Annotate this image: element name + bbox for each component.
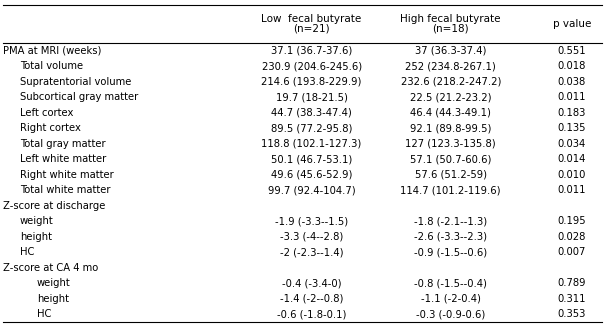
Text: -1.1 (-2-0.4): -1.1 (-2-0.4)	[421, 294, 480, 304]
Text: 99.7 (92.4-104.7): 99.7 (92.4-104.7)	[268, 185, 355, 195]
Text: Z-score at discharge: Z-score at discharge	[3, 201, 105, 211]
Text: Subcortical gray matter: Subcortical gray matter	[20, 92, 138, 102]
Text: -1.8 (-2.1--1.3): -1.8 (-2.1--1.3)	[414, 216, 487, 226]
Text: (n=18): (n=18)	[433, 24, 469, 34]
Text: 0.195: 0.195	[557, 216, 586, 226]
Text: 0.028: 0.028	[558, 232, 586, 242]
Text: p value: p value	[552, 19, 591, 29]
Text: 49.6 (45.6-52.9): 49.6 (45.6-52.9)	[271, 170, 352, 180]
Text: Total volume: Total volume	[20, 61, 83, 71]
Text: 0.353: 0.353	[558, 309, 586, 319]
Text: 57.6 (51.2-59): 57.6 (51.2-59)	[414, 170, 487, 180]
Text: Supratentorial volume: Supratentorial volume	[20, 77, 131, 87]
Text: Right white matter: Right white matter	[20, 170, 114, 180]
Text: height: height	[20, 232, 52, 242]
Text: 46.4 (44.3-49.1): 46.4 (44.3-49.1)	[410, 108, 491, 118]
Text: 214.6 (193.8-229.9): 214.6 (193.8-229.9)	[261, 77, 362, 87]
Text: PMA at MRI (weeks): PMA at MRI (weeks)	[3, 46, 102, 56]
Text: 50.1 (46.7-53.1): 50.1 (46.7-53.1)	[271, 154, 352, 164]
Text: -0.9 (-1.5--0.6): -0.9 (-1.5--0.6)	[414, 247, 487, 257]
Text: 19.7 (18-21.5): 19.7 (18-21.5)	[276, 92, 347, 102]
Text: 44.7 (38.3-47.4): 44.7 (38.3-47.4)	[271, 108, 352, 118]
Text: Total white matter: Total white matter	[20, 185, 111, 195]
Text: 92.1 (89.8-99.5): 92.1 (89.8-99.5)	[410, 123, 491, 133]
Text: 57.1 (50.7-60.6): 57.1 (50.7-60.6)	[410, 154, 491, 164]
Text: 0.014: 0.014	[558, 154, 586, 164]
Text: 37 (36.3-37.4): 37 (36.3-37.4)	[415, 46, 486, 56]
Text: weight: weight	[37, 278, 71, 288]
Text: 0.011: 0.011	[557, 185, 586, 195]
Text: -0.3 (-0.9-0.6): -0.3 (-0.9-0.6)	[416, 309, 485, 319]
Text: 127 (123.3-135.8): 127 (123.3-135.8)	[405, 139, 496, 149]
Text: HC: HC	[20, 247, 34, 257]
Text: 0.038: 0.038	[558, 77, 586, 87]
Text: -3.3 (-4--2.8): -3.3 (-4--2.8)	[280, 232, 343, 242]
Text: HC: HC	[37, 309, 51, 319]
Text: 0.018: 0.018	[558, 61, 586, 71]
Text: -1.4 (-2--0.8): -1.4 (-2--0.8)	[280, 294, 343, 304]
Text: 37.1 (36.7-37.6): 37.1 (36.7-37.6)	[271, 46, 352, 56]
Text: -2.6 (-3.3--2.3): -2.6 (-3.3--2.3)	[414, 232, 487, 242]
Text: 89.5 (77.2-95.8): 89.5 (77.2-95.8)	[271, 123, 352, 133]
Text: Right cortex: Right cortex	[20, 123, 81, 133]
Text: 22.5 (21.2-23.2): 22.5 (21.2-23.2)	[410, 92, 491, 102]
Text: 0.551: 0.551	[557, 46, 586, 56]
Text: 0.311: 0.311	[557, 294, 586, 304]
Text: weight: weight	[20, 216, 54, 226]
Text: 0.135: 0.135	[557, 123, 586, 133]
Text: -2 (-2.3--1.4): -2 (-2.3--1.4)	[280, 247, 343, 257]
Text: Left white matter: Left white matter	[20, 154, 106, 164]
Text: (n=21): (n=21)	[293, 24, 330, 34]
Text: Total gray matter: Total gray matter	[20, 139, 106, 149]
Text: Z-score at CA 4 mo: Z-score at CA 4 mo	[3, 263, 98, 273]
Text: 0.007: 0.007	[558, 247, 586, 257]
Text: 0.183: 0.183	[558, 108, 586, 118]
Text: High fecal butyrate: High fecal butyrate	[401, 15, 501, 24]
Text: -0.8 (-1.5--0.4): -0.8 (-1.5--0.4)	[414, 278, 487, 288]
Text: -0.6 (-1.8-0.1): -0.6 (-1.8-0.1)	[277, 309, 346, 319]
Text: 118.8 (102.1-127.3): 118.8 (102.1-127.3)	[261, 139, 362, 149]
Text: 252 (234.8-267.1): 252 (234.8-267.1)	[405, 61, 496, 71]
Text: height: height	[37, 294, 69, 304]
Text: Left cortex: Left cortex	[20, 108, 73, 118]
Text: -1.9 (-3.3--1.5): -1.9 (-3.3--1.5)	[275, 216, 348, 226]
Text: 114.7 (101.2-119.6): 114.7 (101.2-119.6)	[401, 185, 501, 195]
Text: 0.034: 0.034	[558, 139, 586, 149]
Text: 0.010: 0.010	[558, 170, 586, 180]
Text: Low  fecal butyrate: Low fecal butyrate	[261, 15, 362, 24]
Text: 0.011: 0.011	[557, 92, 586, 102]
Text: 230.9 (204.6-245.6): 230.9 (204.6-245.6)	[261, 61, 362, 71]
Text: 232.6 (218.2-247.2): 232.6 (218.2-247.2)	[401, 77, 501, 87]
Text: 0.789: 0.789	[557, 278, 586, 288]
Text: -0.4 (-3.4-0): -0.4 (-3.4-0)	[282, 278, 341, 288]
